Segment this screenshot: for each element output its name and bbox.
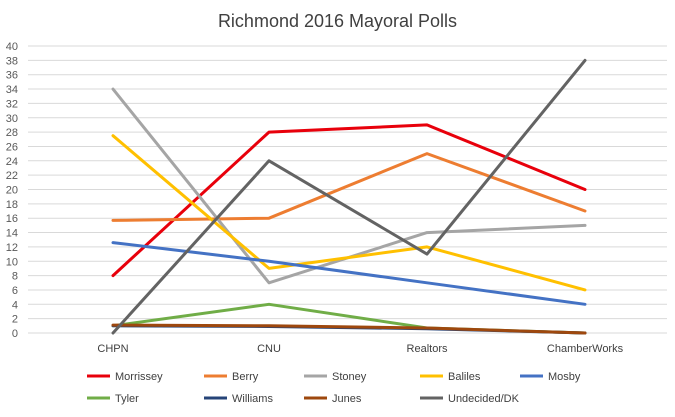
y-tick-label: 14: [6, 228, 18, 240]
x-axis-ticks: CHPN CNU Realtors ChamberWorks: [97, 343, 623, 355]
y-tick-label: 22: [6, 170, 18, 182]
legend-label: Stoney: [332, 371, 367, 383]
y-tick-label: 6: [12, 285, 18, 297]
y-tick-label: 16: [6, 213, 18, 225]
gridlines: [28, 45, 667, 334]
legend-label: Tyler: [115, 393, 139, 405]
chart-title: Richmond 2016 Mayoral Polls: [218, 11, 457, 31]
y-tick-label: 12: [6, 242, 18, 254]
x-tick-label: ChamberWorks: [547, 343, 624, 355]
legend-label: Mosby: [548, 371, 581, 383]
y-tick-label: 38: [6, 55, 18, 67]
legend-label: Williams: [232, 393, 273, 405]
y-tick-label: 30: [6, 113, 18, 125]
series-line-mosby: [111, 241, 587, 306]
y-tick-label: 24: [6, 156, 18, 168]
legend-label: Berry: [232, 371, 259, 383]
y-tick-label: 36: [6, 70, 18, 82]
x-tick-label: Realtors: [407, 343, 448, 355]
legend-label: Undecided/DK: [448, 393, 520, 405]
y-tick-label: 20: [6, 185, 18, 197]
y-tick-label: 32: [6, 98, 18, 110]
y-tick-label: 4: [12, 299, 18, 311]
y-tick-label: 2: [12, 314, 18, 326]
legend-label: Junes: [332, 393, 362, 405]
y-tick-label: 18: [6, 199, 18, 211]
y-tick-label: 40: [6, 41, 18, 53]
series-lines: [111, 58, 587, 335]
series-line-baliles: [111, 134, 587, 292]
legend: Morrissey Berry Stoney Baliles Mosby Tyler Wil…: [87, 371, 581, 405]
y-tick-label: 8: [12, 271, 18, 283]
y-tick-label: 34: [6, 84, 18, 96]
x-tick-label: CNU: [257, 343, 281, 355]
legend-label: Morrissey: [115, 371, 163, 383]
y-tick-label: 26: [6, 141, 18, 153]
y-tick-label: 0: [12, 328, 18, 340]
series-line-junes: [111, 323, 587, 335]
series-line-undecided-dk: [111, 58, 587, 335]
y-tick-label: 28: [6, 127, 18, 139]
series-line-berry: [111, 152, 587, 222]
legend-label: Baliles: [448, 371, 481, 383]
x-tick-label: CHPN: [97, 343, 128, 355]
y-tick-label: 10: [6, 256, 18, 268]
